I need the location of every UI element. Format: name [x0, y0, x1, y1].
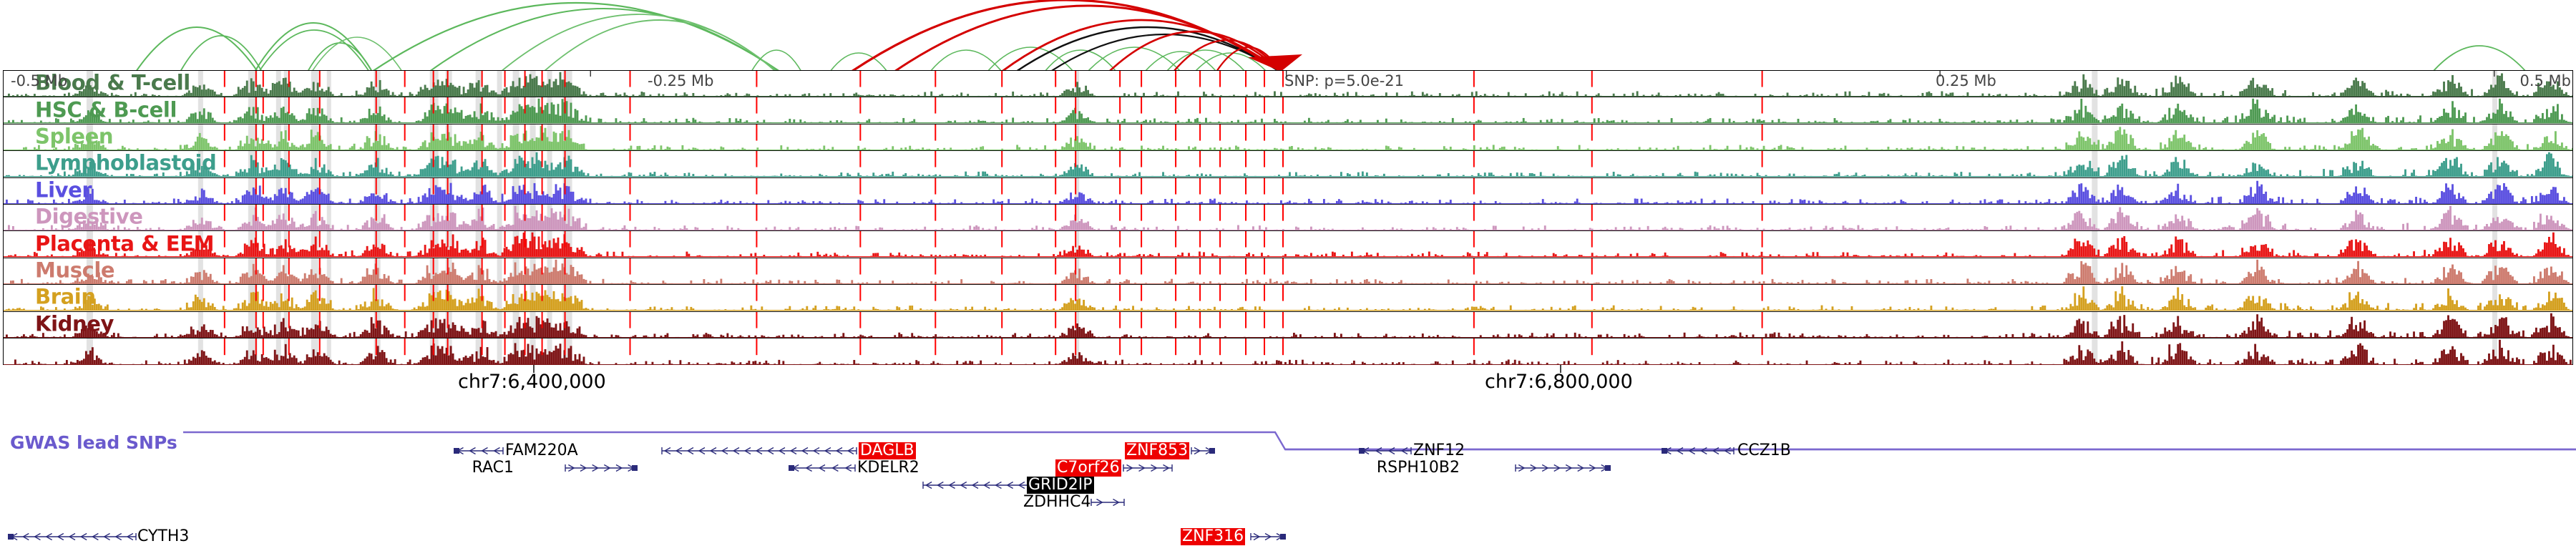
gwas-lead-snps-label: GWAS lead SNPs [10, 432, 177, 453]
track-row: Blood & T-cell [4, 71, 2572, 97]
interaction-arc [180, 36, 262, 72]
track-label-hsc-b-cell: HSC & B-cell [35, 97, 177, 122]
track-label-muscle: Muscle [35, 258, 114, 283]
track-row: Kidney [4, 312, 2572, 338]
track-row: Muscle [4, 258, 2572, 285]
snp-tick-marks [4, 312, 2572, 338]
coordinate-tick [1560, 365, 1561, 373]
snp-tick-marks [4, 338, 2572, 365]
track-row [4, 338, 2572, 365]
gene-body [0, 442, 2576, 460]
snp-tick-marks [4, 231, 2572, 257]
track-row: Digestive [4, 205, 2572, 231]
snp-tick-marks [4, 97, 2572, 123]
genomic-coordinate-label: chr7:6,800,000 [1485, 371, 1633, 393]
track-label-kidney: Kidney [35, 312, 114, 336]
gene-body [0, 476, 2576, 494]
snp-tick-marks [4, 71, 2572, 97]
track-row: Placenta & EEM [4, 231, 2572, 258]
interaction-arc [1050, 34, 1279, 72]
interaction-arc [2433, 46, 2526, 72]
chromatin-interaction-arcs [0, 0, 2576, 72]
track-row: Lymphoblastoid [4, 151, 2572, 177]
track-label-lymphoblastoid: Lymphoblastoid [35, 151, 216, 175]
snp-tick-marks [4, 125, 2572, 150]
snp-tick-marks [4, 285, 2572, 311]
gene-body [0, 527, 2576, 546]
track-label-brain: Brain [35, 285, 96, 309]
interaction-arc [501, 14, 777, 72]
interaction-arc [544, 20, 776, 72]
track-label-spleen: Spleen [35, 125, 113, 149]
interaction-arc [259, 30, 369, 72]
gene-label[interactable]: GRID2IP [1027, 477, 1094, 494]
gene-label[interactable]: CCZ1B [1737, 442, 1791, 459]
snp-tick-marks [4, 178, 2572, 204]
interaction-arc [987, 47, 1073, 72]
interaction-arc [308, 43, 372, 72]
gene-body [0, 493, 2576, 512]
track-row: Brain [4, 285, 2572, 311]
gene-label[interactable]: RSPH10B2 [1377, 459, 1460, 477]
interaction-arc [372, 3, 780, 72]
track-row: Liver [4, 178, 2572, 205]
track-row: HSC & B-cell [4, 97, 2572, 124]
track-row: Spleen [4, 125, 2572, 151]
track-label-placenta-eem: Placenta & EEM [35, 231, 214, 255]
track-label-digestive: Digestive [35, 205, 142, 229]
genomic-coordinate-label: chr7:6,400,000 [458, 371, 606, 393]
coordinate-tick [533, 365, 535, 373]
snp-tick-marks [4, 151, 2572, 177]
snp-tick-marks [4, 258, 2572, 284]
coordinate-labels: chr7:6,400,000 chr7:6,800,000 [0, 365, 2576, 408]
gene-body [0, 459, 2576, 477]
gene-label[interactable]: ZDHHC4 [1023, 494, 1091, 511]
track-label-liver: Liver [35, 178, 92, 203]
gene-label[interactable]: CYTH3 [137, 528, 189, 545]
snp-tick-marks [4, 205, 2572, 230]
track-label-blood-t-cell: Blood & T-cell [35, 71, 190, 95]
